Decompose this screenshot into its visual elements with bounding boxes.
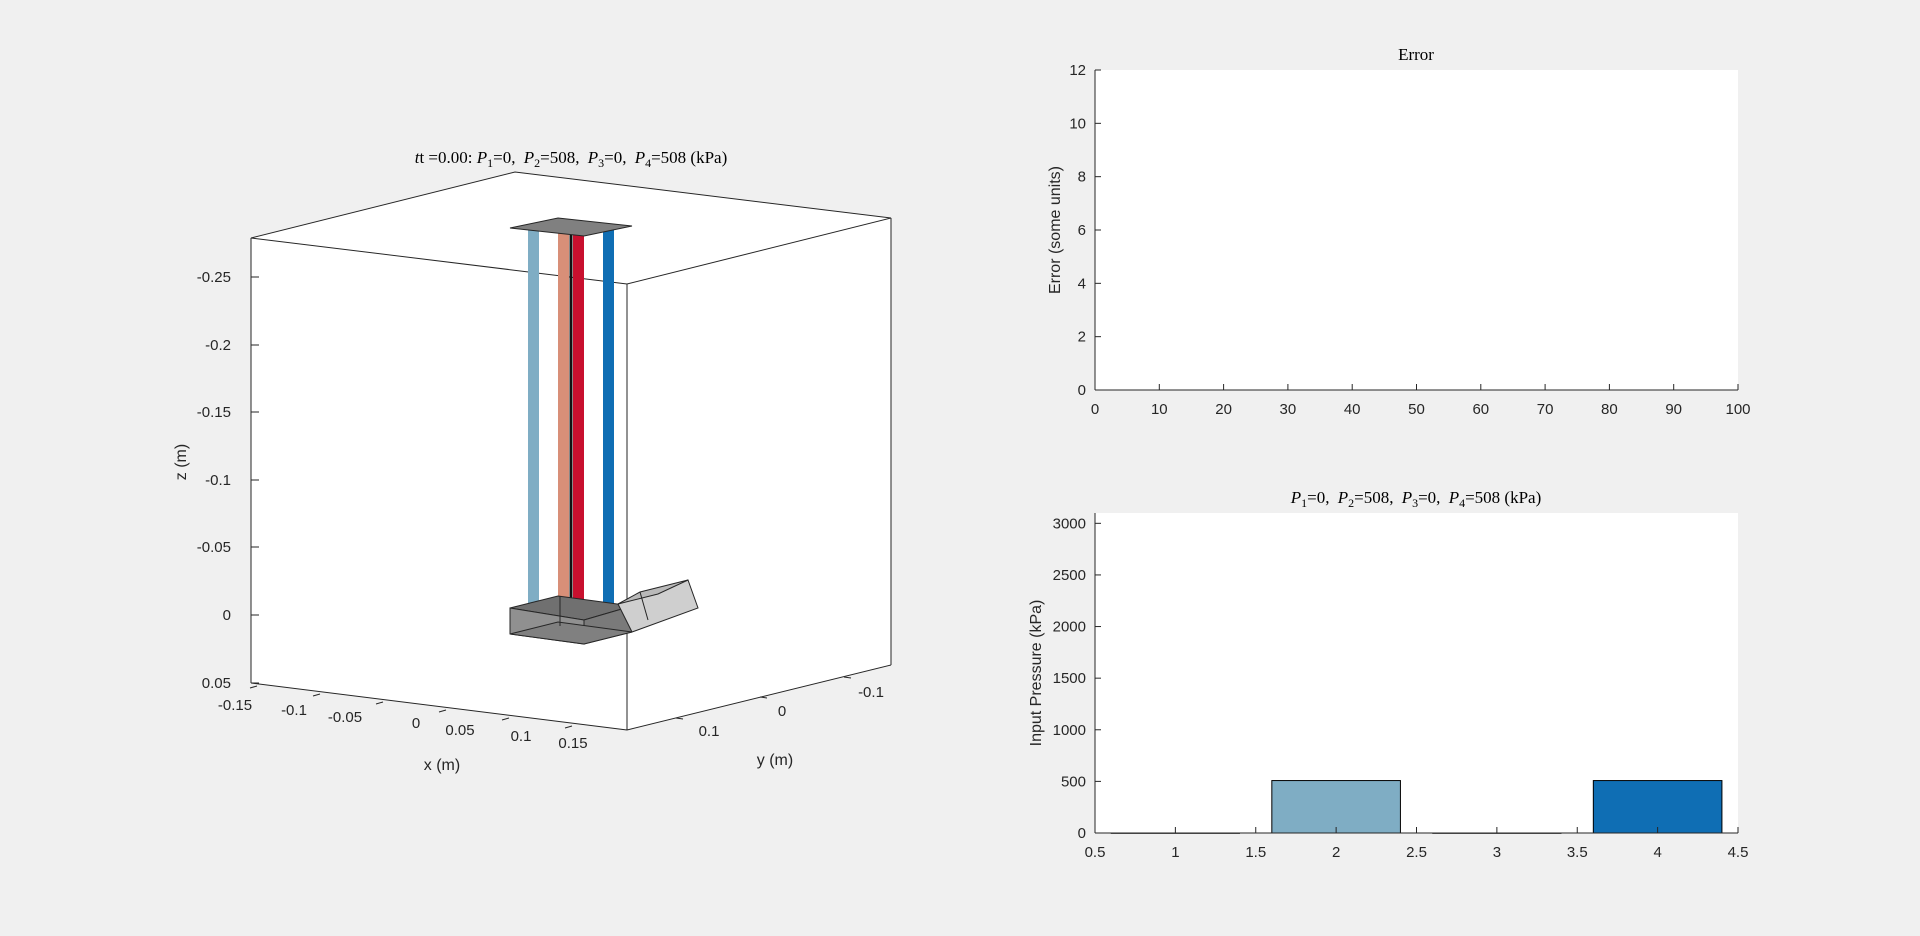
pressure-y-tick-label: 3000 [1053,515,1086,532]
pressure-plot: 0.5 1 1.5 2 2.5 3 3.5 4 4.5 0 500 1000 1500 2000 2500 3… [1028,488,1748,861]
error-y-tick-label: 0 [1078,382,1086,399]
pressure-x-tick-label: 0.5 [1085,844,1106,861]
x-tick-mark [438,709,447,713]
pressure-x-tick-label: 2 [1332,844,1340,861]
pressure-x-tick-label: 4.5 [1728,844,1749,861]
y-tick-label: -0.1 [858,684,884,701]
y-tick-mark [843,676,852,679]
pressure-y-tick-label: 500 [1061,773,1086,790]
pressure-bar-4 [1592,780,1723,834]
error-y-tick-label: 6 [1078,222,1086,239]
top-plate [509,217,633,237]
x-axis-label: x (m) [424,757,460,774]
x-tick-label: 0.15 [558,735,587,752]
y-axis-label: y (m) [757,752,793,769]
actuator-4 [603,226,614,604]
pressure-x-tick-label: 1 [1171,844,1179,861]
pressure-y-tick-label: 2500 [1053,567,1086,584]
z-tick-label: 0.05 [202,675,231,692]
end-effector [617,579,699,633]
pressure-x-tick-label: 3.5 [1567,844,1588,861]
x-tick-mark [564,725,573,729]
pressure-x-tick-label: 2.5 [1406,844,1427,861]
pressure-plot-title: P1=0, P2=508, P3=0, P4=508 (kPa) [1290,488,1542,510]
bottom-platform [509,595,633,645]
pressure-y-tick-label: 1500 [1053,670,1086,687]
z-tick-label: -0.05 [197,539,231,556]
x-tick-mark [375,701,384,705]
x-tick-label: -0.1 [281,702,307,719]
pressure-axes: 0.5 1 1.5 2 2.5 3 3.5 4 4.5 0 500 1000 1500 2000 2500 3… [1053,513,1749,861]
pressure-y-tick-label: 1000 [1053,722,1086,739]
error-axes: 0 10 20 30 40 50 60 70 80 90 100 0 2 4 6 8 10 12 [1069,62,1750,418]
actuator-2 [558,226,569,604]
pressure-x-tick-label: 1.5 [1245,844,1266,861]
error-x-tick-label: 50 [1408,401,1425,418]
actuator-1 [528,226,539,604]
pressure-bar-2 [1271,780,1401,834]
z-axis-label: z (m) [173,444,190,480]
y-tick-label: 0 [778,703,786,720]
z-tick-label: -0.1 [205,472,231,489]
y-tick-mark [675,717,684,720]
pressure-x-tick-label: 3 [1493,844,1501,861]
x-tick-label: -0.15 [218,697,252,714]
pressure-bars [1110,780,1723,834]
error-x-tick-label: 0 [1091,401,1099,418]
error-y-axis-label: Error (some units) [1047,166,1064,294]
y-ticks: -0.1 0 0.1 [675,676,884,740]
error-y-tick-label: 2 [1078,329,1086,346]
actuator-3 [573,226,584,604]
pressure-y-tick-label: 2000 [1053,619,1086,636]
x-ticks: -0.15 -0.1 -0.05 0 0.05 0.1 0.15 [218,685,588,752]
y-tick-label: 0.1 [699,723,720,740]
error-plot-area [1095,70,1738,390]
x-tick-mark [312,693,321,697]
error-y-tick-label: 4 [1078,275,1086,292]
error-y-tick-label: 12 [1069,62,1086,79]
plot3d-title: tt =0.00: P1=0, P2=508, P3=0, P4=508 (kP… [415,148,728,170]
error-plot: 0 10 20 30 40 50 60 70 80 90 100 0 2 4 6 8 10 12 Error Er… [1047,45,1751,418]
box-right-face [627,218,891,730]
error-y-tick-label: 10 [1069,115,1086,132]
pressure-y-tick-label: 0 [1078,825,1086,842]
z-tick-label: -0.15 [197,404,231,421]
x-tick-label: -0.05 [328,709,362,726]
actuators [528,226,614,604]
x-tick-mark [501,717,510,721]
error-y-tick-label: 8 [1078,169,1086,186]
error-x-tick-label: 80 [1601,401,1618,418]
error-x-tick-label: 100 [1725,401,1750,418]
error-x-tick-label: 30 [1280,401,1297,418]
error-x-tick-label: 60 [1472,401,1489,418]
pressure-y-axis-label: Input Pressure (kPa) [1028,600,1045,747]
error-x-tick-label: 40 [1344,401,1361,418]
z-tick-label: 0 [223,607,231,624]
x-tick-mark [249,685,258,689]
pressure-x-tick-label: 4 [1653,844,1661,861]
x-tick-label: 0 [412,715,420,732]
z-tick-label: -0.2 [205,337,231,354]
error-x-tick-label: 70 [1537,401,1554,418]
error-x-tick-label: 10 [1151,401,1168,418]
pressure-plot-area [1095,513,1738,833]
box-edges [250,218,892,731]
error-x-tick-label: 20 [1215,401,1232,418]
x-tick-label: 0.05 [445,722,474,739]
error-plot-title: Error [1398,45,1434,64]
z-tick-label: -0.25 [197,269,231,286]
error-x-tick-label: 90 [1665,401,1682,418]
z-ticks: -0.25 -0.2 -0.15 -0.1 -0.05 0 0.05 [197,269,259,692]
x-tick-label: 0.1 [511,728,532,745]
y-tick-mark [759,696,768,699]
